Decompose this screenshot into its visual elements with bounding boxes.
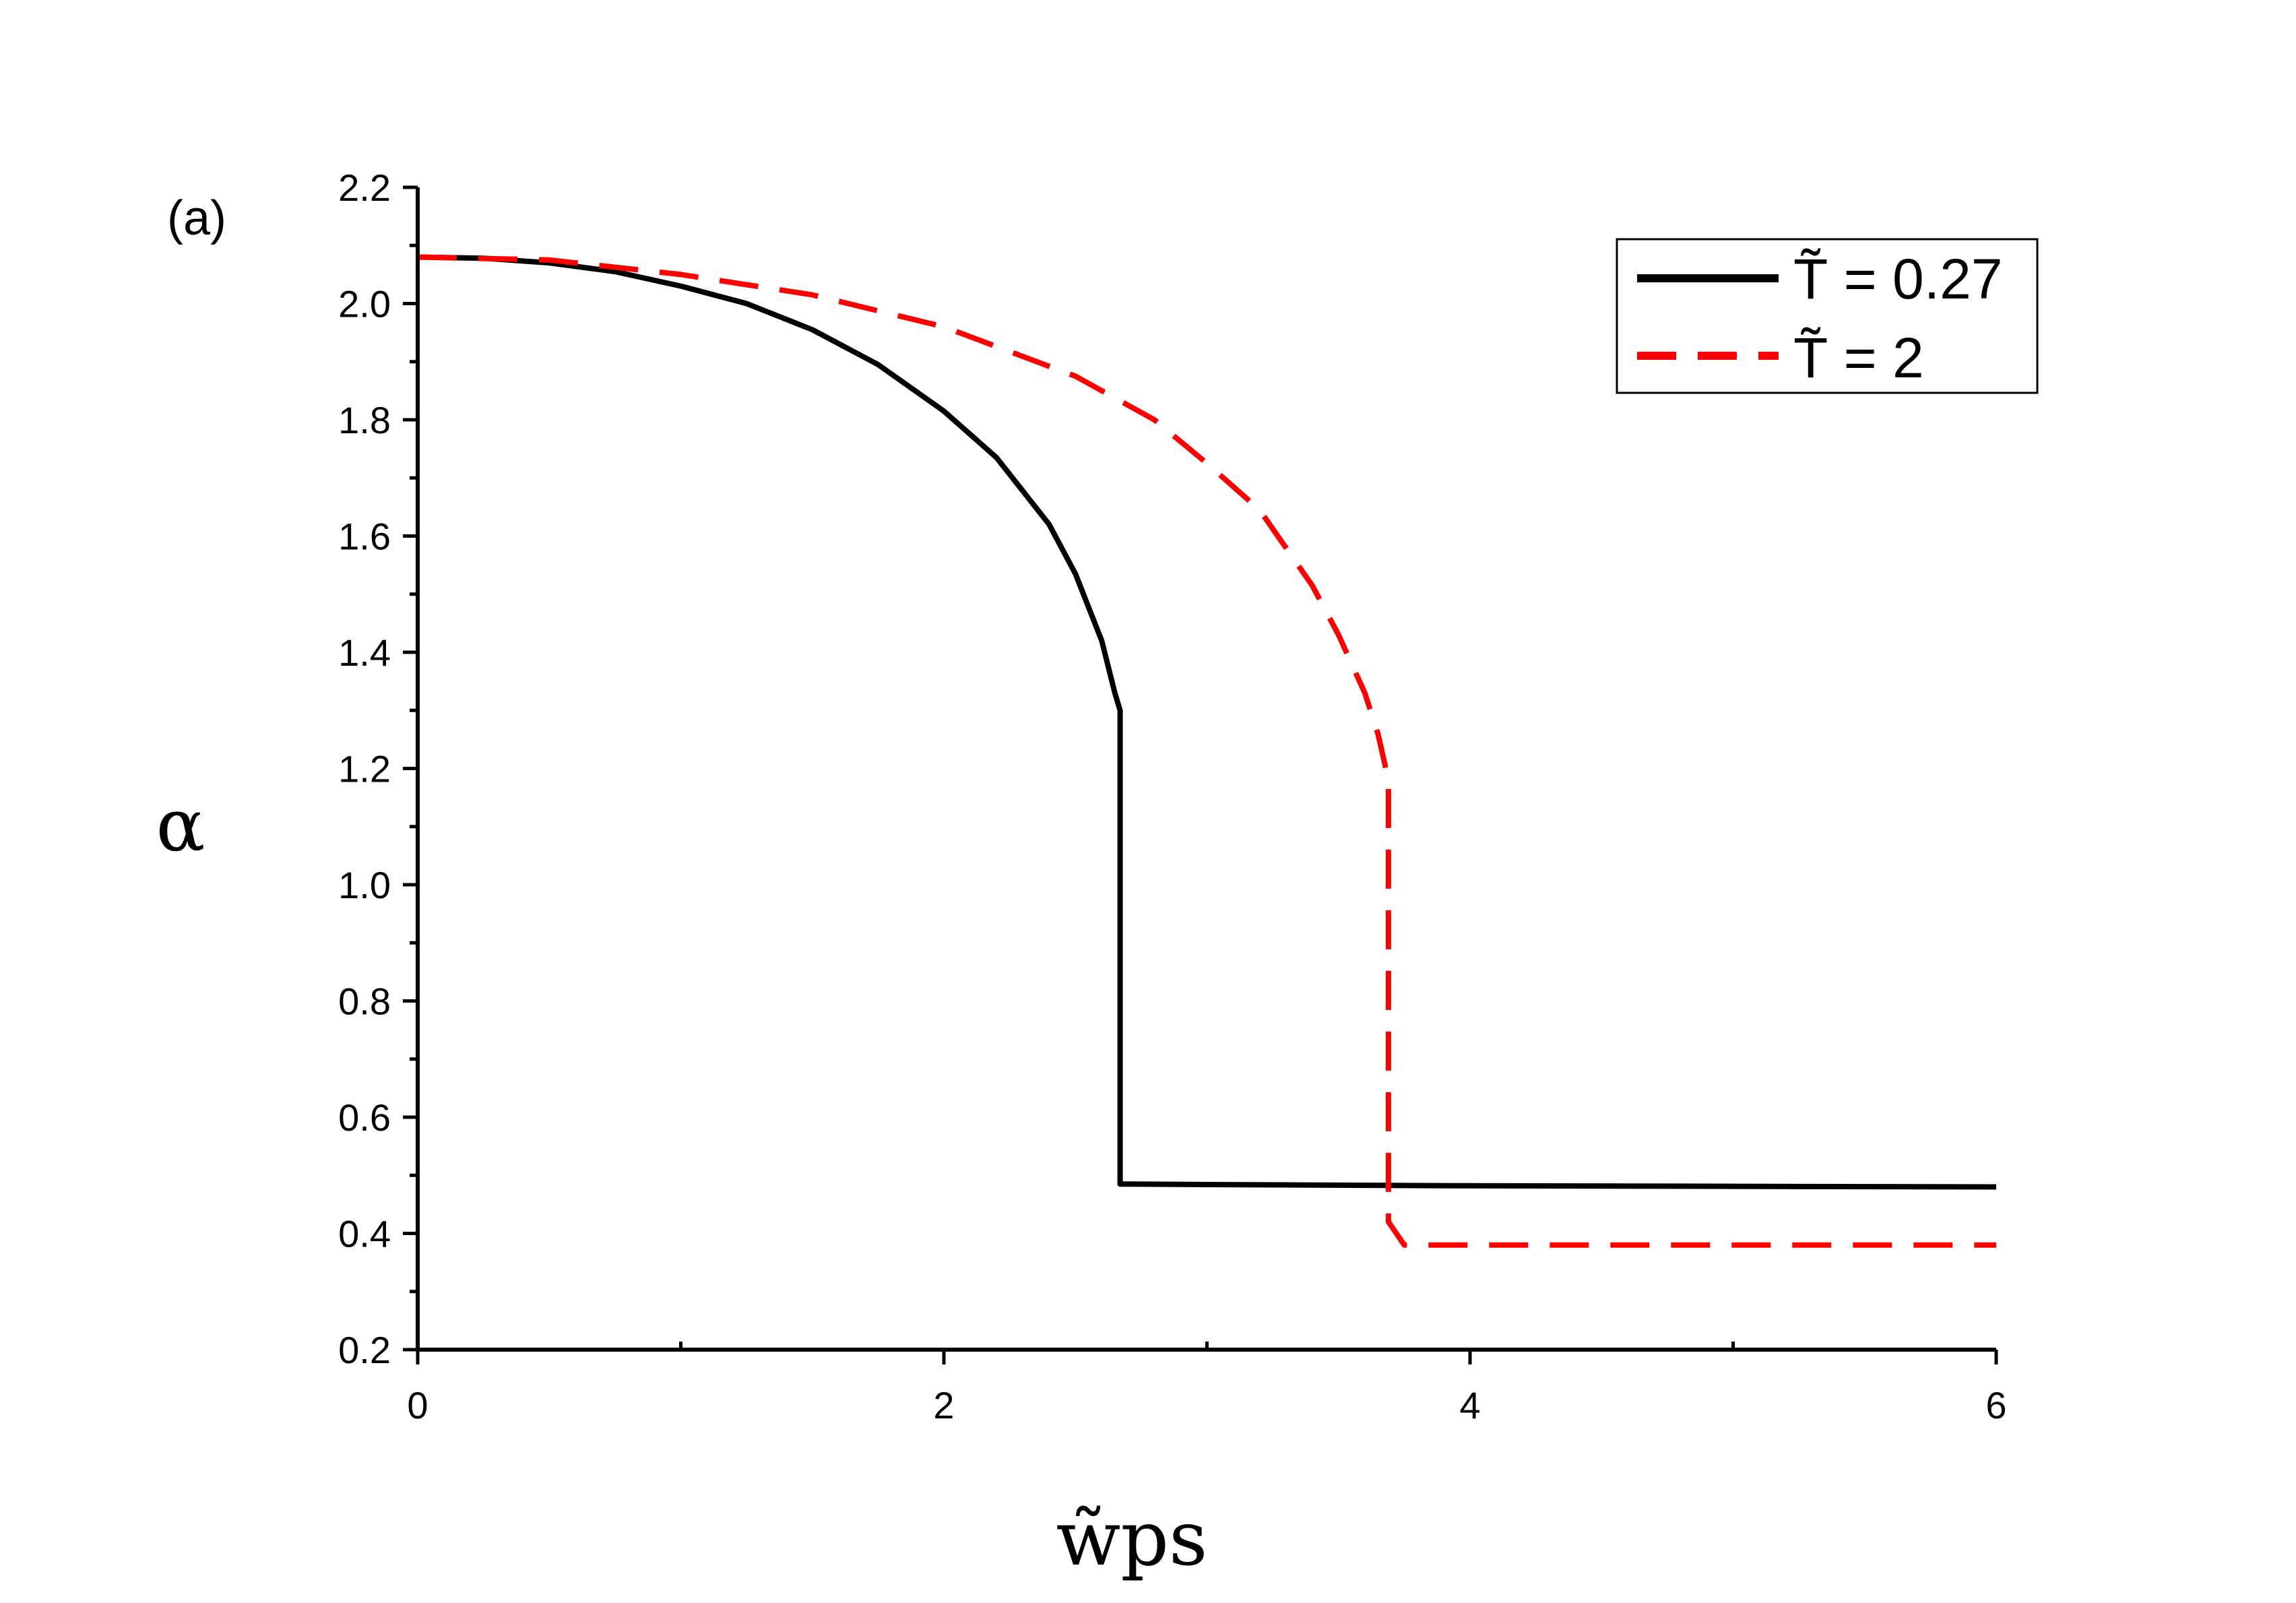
x-axis-title: w̃ps xyxy=(1056,1495,1207,1583)
y-tick-label: 1.6 xyxy=(338,515,391,558)
x-tick-label: 4 xyxy=(1459,1384,1480,1426)
x-tick-label: 0 xyxy=(407,1384,428,1426)
y-tick-label: 1.8 xyxy=(338,399,391,441)
y-tick-label: 1.0 xyxy=(338,864,391,906)
y-tick-label: 2.2 xyxy=(338,166,391,209)
x-axis-ticks: 0 2 4 6 xyxy=(407,1342,2007,1426)
y-tick-label: 0.2 xyxy=(338,1329,391,1371)
x-tick-label: 6 xyxy=(1985,1384,2006,1426)
legend-label-t2: T̃ = 2 xyxy=(1793,326,1924,389)
plot-area xyxy=(417,254,1997,1248)
panel-label: (a) xyxy=(167,191,226,245)
series-line-0 xyxy=(417,254,1997,1190)
y-tick-label: 1.2 xyxy=(338,748,391,790)
y-axis-title: α xyxy=(156,784,205,868)
y-axis-ticks: 0.2 0.4 0.6 0.8 1.0 1.2 1.4 1.6 1.8 2.0 2.2 xyxy=(338,166,418,1371)
legend-label-t027: T̃ = 0.27 xyxy=(1793,247,2003,311)
series-line-1 xyxy=(417,254,1996,1248)
legend: T̃ = 0.27 T̃ = 2 xyxy=(1616,238,2039,394)
legend-box xyxy=(1616,238,2039,394)
y-tick-label: 1.4 xyxy=(338,631,391,674)
y-tick-label: 0.8 xyxy=(338,980,391,1023)
y-tick-label: 2.0 xyxy=(338,283,391,325)
y-tick-label: 0.4 xyxy=(338,1213,391,1255)
y-tick-label: 0.6 xyxy=(338,1096,391,1139)
x-tick-label: 2 xyxy=(933,1384,954,1426)
